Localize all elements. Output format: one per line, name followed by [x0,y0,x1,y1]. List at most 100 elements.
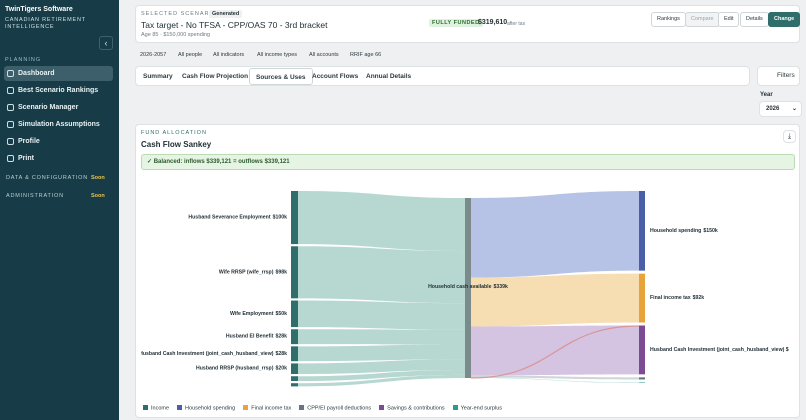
nav-group[interactable]: DATA & CONFIGURATION Soon [6,175,114,181]
node-label: Husband Severance Employment $100k [188,215,287,221]
nav-icon [7,155,14,162]
node-label: Husband RRSP (husband_rrsp) $20k [196,366,287,372]
node-value: $50k [275,311,287,317]
flow [298,370,465,382]
legend-item: Final income tax [243,405,291,412]
node-label: Husband EI Benefit $28k [226,334,287,340]
legend-label: Household spending [185,405,236,412]
soon-badge: Soon [91,193,105,199]
flow [298,191,465,252]
soon-badge: Soon [91,175,105,181]
header-button[interactable]: Details [740,12,769,27]
node-value: $28k [275,351,287,357]
nav-item[interactable]: Scenario Manager [4,100,113,115]
eyebrow: SELECTED SCENARIO [141,11,218,17]
header-button[interactable]: Edit [718,12,740,27]
tab[interactable]: Account Flows [312,73,359,80]
node-name: Wife Employment [230,311,274,317]
source-node [291,246,298,299]
hub-node [465,198,471,378]
flow [298,344,465,362]
legend-swatch [177,405,183,410]
source-node [291,191,298,245]
node-value: $92k [693,295,705,301]
nav-group[interactable]: ADMINISTRATION Soon [6,193,114,199]
tab[interactable]: Cash Flow Projection [182,73,249,80]
legend-label: Savings & contributions [387,405,445,412]
node-label: Wife RRSP (wife_rrsp) $98k [219,270,287,276]
nav-item[interactable]: Best Scenario Rankings [4,83,113,98]
legend-label: Final income tax [251,405,292,412]
flow [298,246,465,304]
tab[interactable]: Sources & Uses [249,68,313,85]
filters-label: Filters [777,72,795,79]
legend-item: CPP/EI payroll deductions [299,405,371,412]
legend-item: Income [143,405,169,412]
flow [471,375,639,380]
flow [471,377,639,383]
filter-chip[interactable]: All income types [257,52,298,58]
legend-swatch [143,405,148,410]
balance-banner: ✓ Balanced: inflows $339,121 = outflows … [141,154,795,170]
download-button[interactable]: ⤓ [783,130,796,143]
node-name: Final income tax [650,295,691,301]
brand: TwinTigers Software [5,6,73,13]
flow [471,191,639,278]
node-name: Husband Severance Employment [188,215,270,221]
source-node [291,346,298,362]
flow [298,359,465,375]
tab[interactable]: Annual Details [366,73,412,80]
chevron: ⌄ [791,106,797,112]
source-node [291,300,298,328]
use-node [639,325,645,375]
node-name: Wife RRSP (wife_rrsp) [219,270,274,276]
filter-chip[interactable]: 2026-2057 [140,52,167,58]
nav-item[interactable]: Print [4,151,113,166]
tagline: CANADIAN RETIREMENT INTELLIGENCE [5,17,86,30]
filters-button[interactable]: Filters [757,66,800,86]
sankey: Husband Severance Employment $100k Wife RR… [141,191,789,387]
nav-item[interactable]: Simulation Assumptions [4,117,113,132]
node-label: Final income tax $92k [650,295,704,301]
tab[interactable]: Summary [143,73,173,80]
section-label: PLANNING [5,57,42,63]
amount: $319,610 [478,19,508,26]
filter-chip[interactable]: All accounts [309,52,339,58]
filter-chip[interactable]: All people [178,52,203,58]
year-label: Year [760,92,773,98]
legend-swatch [452,405,458,410]
amount-note: after tax [507,21,526,27]
status-badge: FULLY FUNDED [429,19,483,27]
node-name: Household spending [650,228,701,234]
header-button[interactable]: Rankings [651,12,686,27]
flow [298,329,465,345]
nav-item[interactable]: Profile [4,134,113,149]
nav-item[interactable]: Dashboard [4,66,113,81]
node-value: $339k [494,284,509,290]
use-node [639,377,645,380]
nav-icon [7,138,14,145]
year-select[interactable]: 2026 ⌄ [759,101,802,117]
header-button[interactable]: Change [768,12,801,27]
filter-chip[interactable]: RRIF age 66 [350,52,382,58]
legend-item: Household spending [177,405,235,412]
node-name: Husband Cash Investment (joint_cash_husb… [141,351,274,357]
filter-chip[interactable]: All indicators [213,52,245,58]
node-name: Household cash available [428,284,492,290]
flow [298,300,465,330]
source-node [291,383,298,387]
use-node [639,382,645,383]
nav-icon [7,87,14,94]
group-label: DATA & CONFIGURATION [6,175,89,181]
legend-item: Year-end surplus [452,405,502,412]
legend-swatch [379,405,385,410]
legend-label: Income [151,405,170,412]
sidebar: TwinTigers Software CANADIAN RETIREMENT … [0,0,119,420]
collapse-button[interactable]: ‹ [99,36,113,50]
nav-icon [7,121,14,128]
year-value: 2026 [766,106,780,112]
eyebrow: FUND ALLOCATION [141,130,207,136]
source-node [291,329,298,345]
legend-label: CPP/EI payroll deductions [307,405,372,412]
